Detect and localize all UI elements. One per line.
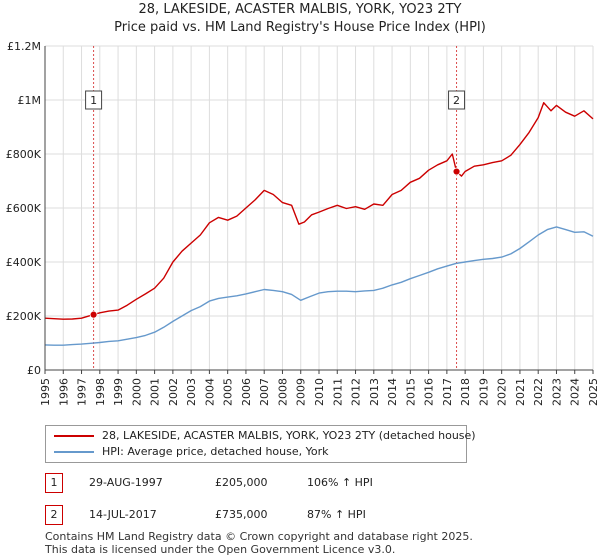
property-price-line — [44, 101, 594, 320]
x-tick-label: 2024 — [569, 378, 582, 406]
x-tick-label: 2005 — [222, 378, 235, 406]
y-tick-label: £600K — [6, 202, 42, 215]
legend-label-property: 28, LAKESIDE, ACASTER MALBIS, YORK, YO23… — [102, 429, 476, 442]
x-tick-label: 2007 — [258, 378, 271, 406]
x-tick-label: 2018 — [459, 378, 472, 406]
transaction-row: 2 14-JUL-2017 £735,000 87% ↑ HPI — [45, 505, 585, 525]
x-tick-label: 1999 — [112, 378, 125, 406]
transaction-date: 14-JUL-2017 — [89, 508, 157, 521]
x-tick-label: 2022 — [532, 378, 545, 406]
transaction-badge: 1 — [45, 473, 63, 493]
chart-title: 28, LAKESIDE, ACASTER MALBIS, YORK, YO23… — [138, 2, 462, 17]
x-tick-label: 2021 — [514, 378, 527, 406]
y-tick-label: £1M — [18, 94, 42, 107]
sale-point — [89, 310, 98, 319]
transaction-badge: 2 — [45, 505, 63, 525]
x-tick-label: 2013 — [368, 378, 381, 406]
transaction-row: 1 29-AUG-1997 £205,000 106% ↑ HPI — [45, 473, 585, 493]
footer-copyright: Contains HM Land Registry data © Crown c… — [45, 530, 473, 543]
x-tick-label: 2023 — [550, 378, 563, 406]
y-tick-label: £1.2M — [7, 40, 41, 53]
transaction-price: £205,000 — [215, 476, 268, 489]
x-tick-label: 2008 — [276, 378, 289, 406]
y-tick-label: £200K — [6, 310, 42, 323]
transaction-hpi: 106% ↑ HPI — [307, 476, 373, 489]
sale-label: 2 — [453, 94, 460, 107]
x-tick-label: 2015 — [404, 378, 417, 406]
transaction-date: 29-AUG-1997 — [89, 476, 163, 489]
x-tick-label: 2014 — [386, 378, 399, 406]
price-chart: £0 £200K £400K £600K £800K £1M £1.2M 1995 1996 19… — [6, 40, 600, 406]
y-tick-label: £800K — [6, 148, 42, 161]
x-tick-label: 2012 — [350, 378, 363, 406]
x-tick-label: 2004 — [203, 378, 216, 406]
chart-subtitle: Price paid vs. HM Land Registry's House … — [114, 20, 486, 35]
x-tick-label: 2020 — [496, 378, 509, 406]
x-tick-label: 2001 — [149, 378, 162, 406]
x-tick-label: 2011 — [331, 378, 344, 406]
sale-point — [452, 167, 461, 176]
legend-label-hpi: HPI: Average price, detached house, York — [102, 445, 329, 458]
x-tick-label: 2003 — [185, 378, 198, 406]
x-tick-label: 2002 — [167, 378, 180, 406]
x-tick-label: 2009 — [295, 378, 308, 406]
legend-swatch-hpi — [54, 451, 94, 453]
chart-legend: 28, LAKESIDE, ACASTER MALBIS, YORK, YO23… — [45, 425, 476, 463]
y-tick-label: £400K — [6, 256, 42, 269]
transaction-price: £735,000 — [215, 508, 268, 521]
sale-label: 1 — [90, 94, 97, 107]
x-tick-label: 2016 — [423, 378, 436, 406]
transaction-hpi: 87% ↑ HPI — [307, 508, 366, 521]
x-tick-label: 1998 — [94, 378, 107, 406]
x-tick-label: 2010 — [313, 378, 326, 406]
x-tick-label: 2006 — [240, 378, 253, 406]
hpi-line — [44, 226, 594, 346]
legend-swatch-property — [54, 435, 94, 437]
x-tick-label: 1995 — [39, 378, 52, 406]
x-tick-label: 2017 — [441, 378, 454, 406]
x-tick-label: 1997 — [76, 378, 89, 406]
y-tick-label: £0 — [27, 364, 41, 377]
sale-label-box — [85, 90, 103, 110]
sale-label-box — [448, 90, 466, 110]
x-tick-label: 1996 — [57, 378, 70, 406]
footer-licence: This data is licensed under the Open Gov… — [45, 543, 396, 556]
x-tick-label: 2000 — [130, 378, 143, 406]
x-tick-label: 2019 — [477, 378, 490, 406]
x-tick-label: 2025 — [587, 378, 600, 406]
